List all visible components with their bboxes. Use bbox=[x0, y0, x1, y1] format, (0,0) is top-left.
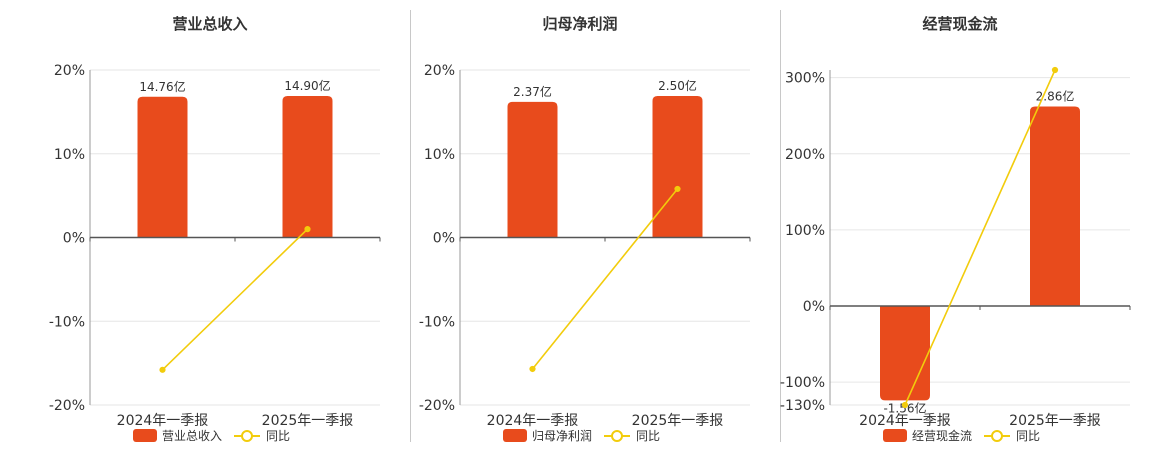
net-profit-category-label: 2025年一季报 bbox=[632, 413, 724, 429]
revenue-legend-line-label: 同比 bbox=[266, 429, 290, 443]
cash-flow-legend-line-label: 同比 bbox=[1016, 429, 1040, 443]
revenue-y-tick-label: 0% bbox=[63, 231, 85, 247]
cash-flow-y-tick-label: 0% bbox=[803, 299, 825, 315]
net-profit-y-tick-label: 0% bbox=[433, 231, 455, 247]
cash-flow-bar bbox=[1030, 106, 1080, 307]
revenue-yoy-point bbox=[304, 226, 311, 233]
panel-divider-1 bbox=[410, 10, 411, 442]
net-profit-legend-line-label: 同比 bbox=[636, 429, 660, 443]
net-profit-bar bbox=[507, 101, 558, 238]
cash-flow-y-tick-label: 300% bbox=[785, 71, 825, 87]
cash-flow-y-tick-label: 200% bbox=[785, 147, 825, 163]
net-profit-bar-label: 2.50亿 bbox=[658, 78, 697, 93]
net-profit-bar-label: 2.37亿 bbox=[513, 84, 552, 99]
net-profit-yoy-point bbox=[529, 365, 536, 373]
revenue-y-tick-label: 10% bbox=[54, 147, 85, 163]
revenue-bar-label: 14.90亿 bbox=[284, 78, 330, 93]
revenue-legend-bar-label: 营业总收入 bbox=[162, 429, 222, 443]
net-profit-yoy-point bbox=[674, 185, 681, 193]
cash-flow-category-label: 2025年一季报 bbox=[1009, 413, 1101, 429]
net-profit-legend-bar-label: 归母净利润 bbox=[532, 429, 592, 443]
net-profit-y-tick-label: 10% bbox=[424, 147, 455, 163]
revenue-category-label: 2024年一季报 bbox=[117, 413, 209, 429]
chart-title-net-profit: 归母净利润 bbox=[542, 15, 618, 33]
chart-title-revenue: 营业总收入 bbox=[172, 15, 248, 33]
revenue-y-tick-label: 20% bbox=[54, 63, 85, 79]
revenue-yoy-line bbox=[161, 228, 309, 371]
revenue-yoy-point bbox=[159, 366, 166, 373]
revenue-y-tick-label: -10% bbox=[49, 314, 85, 330]
cash-flow-y-tick-label: -130% bbox=[780, 398, 825, 414]
net-profit-legend-line-marker bbox=[611, 430, 623, 442]
revenue-legend-bar-swatch bbox=[133, 429, 157, 442]
cash-flow-y-tick-label: 100% bbox=[785, 223, 825, 239]
cash-flow-yoy-line bbox=[904, 69, 1056, 406]
cash-flow-category-label: 2024年一季报 bbox=[859, 413, 951, 429]
revenue-legend-line-marker bbox=[241, 430, 253, 442]
cash-flow-y-tick-label: -100% bbox=[780, 375, 825, 391]
cash-flow-legend-bar-swatch bbox=[883, 429, 907, 442]
chart-title-cash-flow: 经营现金流 bbox=[922, 15, 998, 33]
cash-flow-legend-line-marker bbox=[991, 430, 1003, 442]
panel-divider-2 bbox=[780, 10, 781, 442]
cash-flow-yoy-point bbox=[1051, 66, 1059, 74]
net-profit-y-tick-label: -10% bbox=[419, 314, 455, 330]
net-profit-yoy-line bbox=[531, 188, 679, 370]
cash-flow-bar bbox=[880, 306, 930, 401]
net-profit-bar bbox=[652, 95, 703, 238]
revenue-bar-label: 14.76亿 bbox=[139, 79, 185, 94]
revenue-category-label: 2025年一季报 bbox=[262, 413, 354, 429]
net-profit-category-label: 2024年一季报 bbox=[487, 413, 579, 429]
net-profit-y-tick-label: -20% bbox=[419, 398, 455, 414]
revenue-bar bbox=[137, 96, 188, 238]
net-profit-legend-bar-swatch bbox=[503, 429, 527, 442]
cash-flow-legend-bar-label: 经营现金流 bbox=[912, 428, 972, 443]
revenue-bar bbox=[282, 95, 333, 238]
revenue-y-tick-label: -20% bbox=[49, 398, 85, 414]
net-profit-y-tick-label: 20% bbox=[424, 63, 455, 79]
cash-flow-yoy-point bbox=[901, 401, 909, 409]
